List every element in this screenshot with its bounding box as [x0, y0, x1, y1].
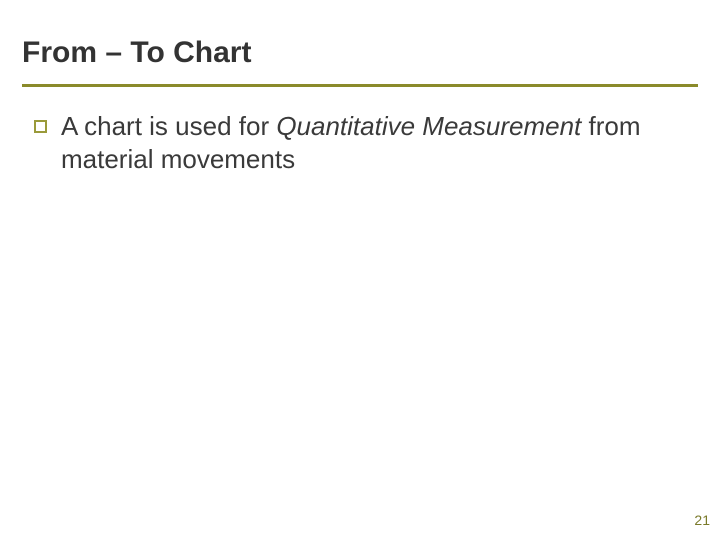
page-number: 21 [694, 512, 710, 528]
slide-title: From – To Chart [22, 36, 251, 70]
bullet-item: A chart is used for Quantitative Measure… [34, 110, 686, 175]
bullet-text-emph: Quantitative Measurement [276, 111, 581, 141]
slide-body: A chart is used for Quantitative Measure… [34, 110, 686, 175]
title-underline [22, 84, 698, 87]
square-bullet-icon [34, 120, 47, 133]
bullet-text-pre: A chart is used for [61, 111, 276, 141]
bullet-text: A chart is used for Quantitative Measure… [61, 110, 686, 175]
slide: From – To Chart A chart is used for Quan… [0, 0, 720, 540]
